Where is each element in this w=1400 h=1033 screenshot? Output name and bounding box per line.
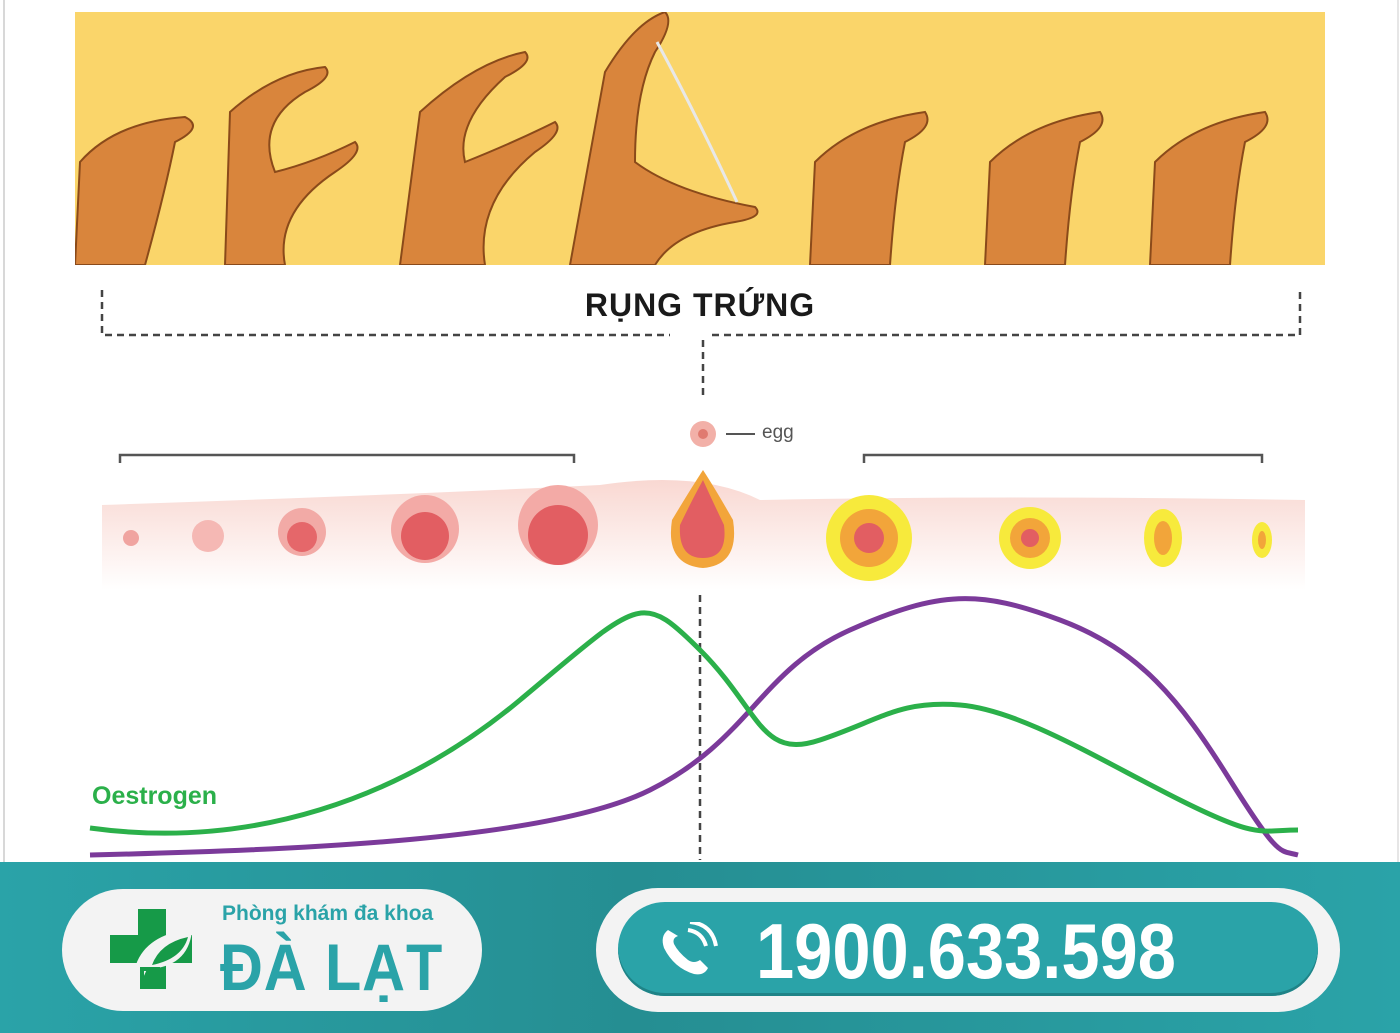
phone-icon <box>662 922 718 975</box>
hand-7 <box>1148 110 1269 266</box>
progesterone-curve <box>89 596 1299 858</box>
logo-subtitle: Phòng khám đa khoa <box>222 902 434 925</box>
ovulation-title: RỤNG TRỨNG <box>584 287 816 323</box>
hand-3 <box>398 50 559 266</box>
cross-leaf-icon <box>110 909 193 989</box>
oestrogen-curve <box>89 610 1299 836</box>
oestrogen-label: Oestrogen <box>92 782 218 810</box>
diagram-graphics <box>89 290 1305 860</box>
ovulation-bracket <box>100 290 1302 860</box>
hand-6 <box>983 110 1104 266</box>
mucus-strand <box>655 41 739 203</box>
diagram-frame <box>3 0 1399 862</box>
follicles <box>123 470 1272 581</box>
hand-1 <box>73 115 194 266</box>
clinic-logo[interactable]: Phòng khám đa khoa ĐÀ LẠT <box>62 889 482 1011</box>
mucus-hands-banner <box>73 10 1325 266</box>
hand-4 <box>568 10 759 266</box>
footer-banner: Phòng khám đa khoa ĐÀ LẠT 1900.633.598 <box>0 862 1400 1033</box>
phase-brackets <box>118 453 1264 463</box>
hands-illustration <box>73 10 1269 266</box>
egg <box>690 421 755 447</box>
hotline-number: 1900.633.598 <box>756 907 1176 995</box>
hotline-button[interactable]: 1900.633.598 <box>596 888 1340 1012</box>
egg-label: egg <box>762 422 794 443</box>
hand-2 <box>223 65 359 266</box>
logo-name: ĐÀ LẠT <box>220 930 444 1004</box>
hand-5 <box>808 110 929 266</box>
